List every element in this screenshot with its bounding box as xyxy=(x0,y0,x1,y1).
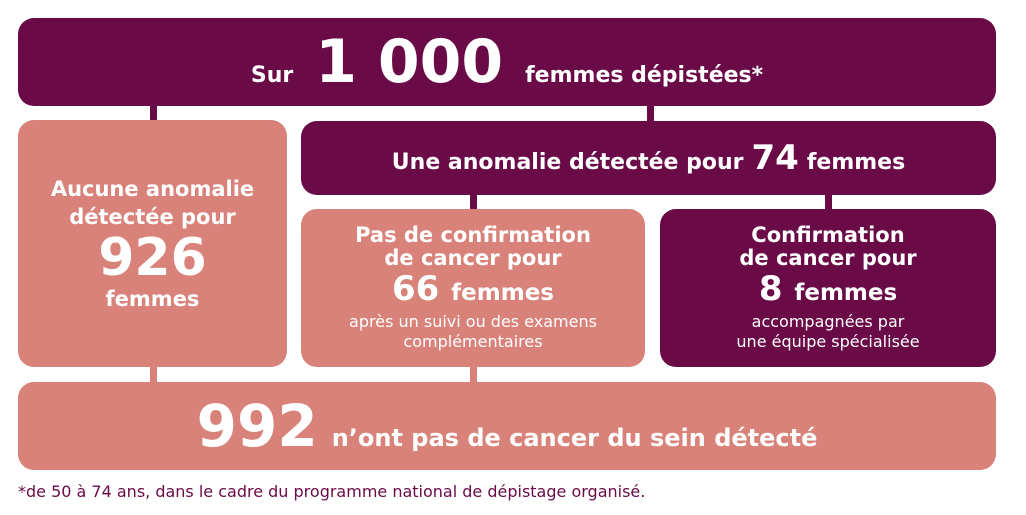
cancer-note1: accompagnées par xyxy=(751,312,905,331)
bottom-number: 992 xyxy=(196,392,318,460)
cancer-unit: femmes xyxy=(794,280,898,306)
no-cancer-note1: après un suivi ou des examens xyxy=(349,312,597,331)
no-anomaly-number: 926 xyxy=(98,227,207,288)
anomaly-box: Une anomalie détectée pour 74 femmes xyxy=(301,121,996,195)
connector xyxy=(825,193,832,211)
no-cancer-box: Pas de confirmation de cancer pour 66 fe… xyxy=(301,209,645,367)
cancer-number: 8 xyxy=(758,269,783,309)
top-prefix: Sur xyxy=(250,63,294,88)
connector xyxy=(150,104,157,122)
no-cancer-line2: de cancer pour xyxy=(384,246,562,270)
connector xyxy=(647,104,654,123)
no-cancer-line1: Pas de confirmation xyxy=(355,223,591,247)
no-anomaly-line1: Aucune anomalie xyxy=(50,176,255,201)
cancer-line2: de cancer pour xyxy=(739,246,917,270)
total-screened-box: Sur 1 000 femmes dépistées* xyxy=(18,18,996,106)
cancer-line1: Confirmation xyxy=(751,223,905,247)
no-cancer-unit: femmes xyxy=(451,280,554,306)
no-anomaly-line2: détectée pour xyxy=(69,204,236,229)
top-suffix: femmes dépistées* xyxy=(525,63,764,88)
connector xyxy=(470,365,477,384)
no-cancer-note2: complémentaires xyxy=(403,332,543,351)
connector xyxy=(150,365,157,384)
footnote: *de 50 à 74 ans, dans le cadre du progra… xyxy=(18,482,646,501)
no-cancer-total-box: 992 n’ont pas de cancer du sein détecté xyxy=(18,382,996,470)
top-number: 1 000 xyxy=(315,27,504,97)
connector xyxy=(470,193,477,211)
no-anomaly-unit: femmes xyxy=(105,286,200,311)
no-cancer-number: 66 xyxy=(392,269,440,309)
no-anomaly-box: Aucune anomalie détectée pour 926 femmes xyxy=(18,120,287,367)
anomaly-prefix: Une anomalie détectée pour xyxy=(391,150,744,175)
bottom-text: n’ont pas de cancer du sein détecté xyxy=(331,424,818,452)
anomaly-suffix: femmes xyxy=(806,150,906,175)
anomaly-number: 74 xyxy=(751,138,799,178)
cancer-note2: une équipe spécialisée xyxy=(736,332,920,351)
cancer-box: Confirmation de cancer pour 8 femmes acc… xyxy=(660,209,996,367)
